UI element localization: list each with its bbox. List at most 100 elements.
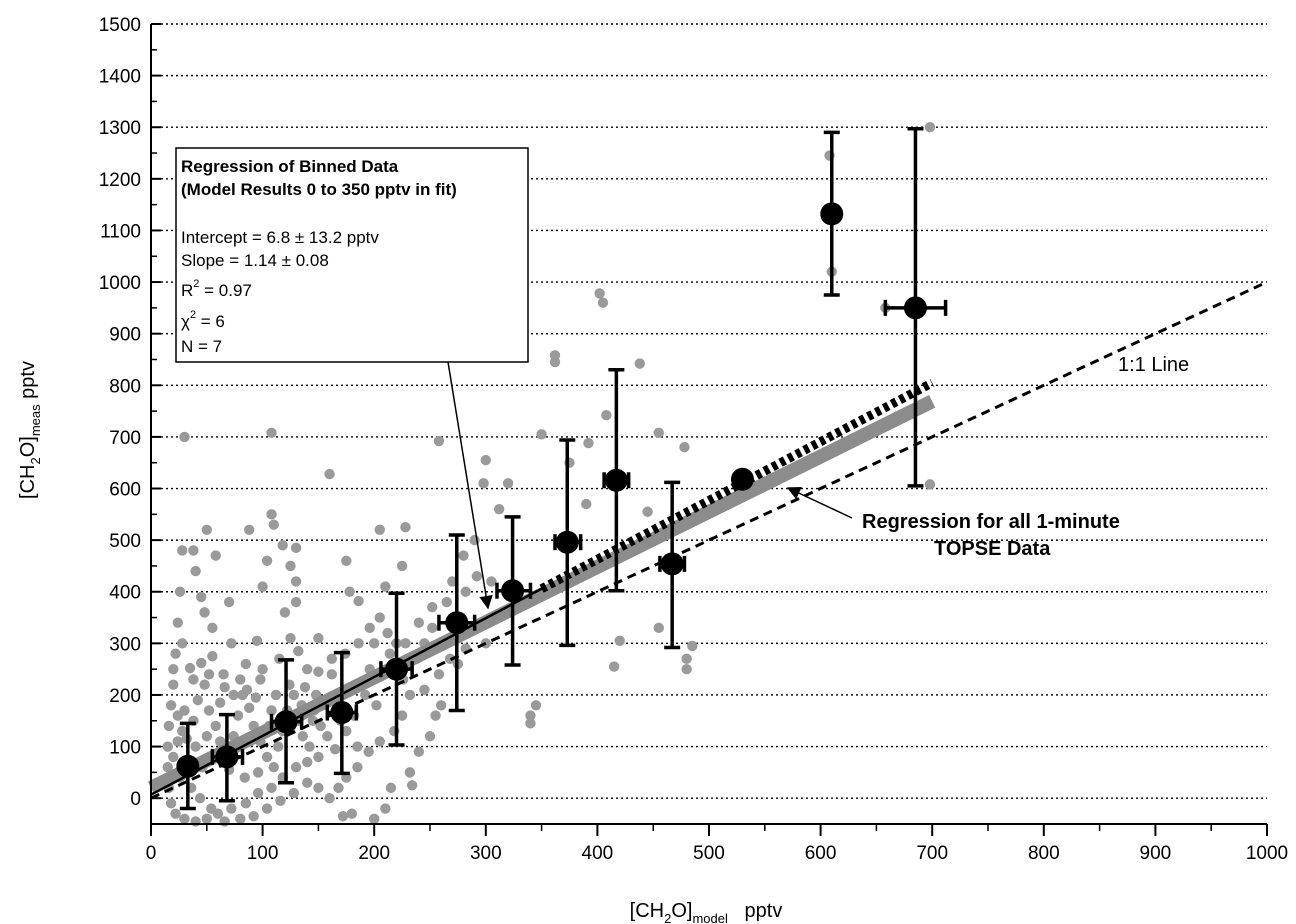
- scatter-point: [162, 741, 173, 752]
- scatter-point: [681, 663, 692, 675]
- binned-regression-line-fit: [150, 587, 543, 796]
- all-data-regression-line: [147, 395, 936, 795]
- scatter-point: [313, 751, 324, 763]
- scatter-point: [371, 700, 382, 711]
- scatter-point: [634, 358, 646, 369]
- scatter-point: [924, 122, 936, 133]
- scatter-point: [241, 684, 253, 696]
- scatter-point: [172, 617, 183, 628]
- scatter-point: [352, 762, 363, 773]
- scatter-point: [194, 792, 206, 804]
- scatter-point: [384, 648, 396, 659]
- one-to-one-line: [150, 280, 1268, 800]
- scatter-point: [447, 576, 458, 587]
- binned-point: [330, 701, 354, 725]
- scatter-point: [288, 787, 300, 799]
- scatter-point: [244, 702, 255, 714]
- y-tick-label: 1300: [99, 118, 141, 139]
- scatter-point: [324, 792, 335, 804]
- annotation-box-title-2: (Model Results 0 to 350 pptv in fit): [181, 180, 457, 199]
- scatter-point: [252, 787, 264, 799]
- annotation-r2-sup: 2: [193, 278, 199, 290]
- scatter-point: [165, 798, 177, 809]
- scatter-point: [188, 674, 199, 685]
- scatter-point: [400, 638, 411, 649]
- scatter-point: [179, 431, 190, 443]
- scatter-point: [210, 720, 221, 732]
- scatter-point: [250, 692, 262, 703]
- scatter-point: [232, 710, 244, 721]
- scatter-point: [270, 689, 282, 701]
- scatter-point: [380, 803, 391, 814]
- x-tick-label: 700: [916, 843, 948, 864]
- scatter-point: [304, 741, 315, 752]
- binned-point: [215, 745, 239, 769]
- y-axis-label-sub: meas: [28, 404, 43, 436]
- scatter-point: [614, 635, 625, 646]
- scatter-point: [313, 782, 324, 794]
- scatter-point: [369, 638, 380, 649]
- annotation-r2: R2 = 0.97: [181, 278, 252, 300]
- y-axis-label-part: pptv: [17, 361, 39, 404]
- scatter-point: [400, 522, 411, 533]
- scatter-point: [594, 288, 605, 299]
- scatter-point: [326, 653, 337, 665]
- scatter-point: [285, 560, 296, 572]
- scatter-point: [380, 581, 391, 592]
- scatter-point: [268, 519, 279, 530]
- binned-point: [445, 611, 469, 635]
- scatter-point: [226, 638, 237, 649]
- y-tick-label: 700: [109, 428, 141, 449]
- scatter-point: [493, 503, 505, 515]
- y-tick-label: 1400: [99, 67, 141, 88]
- scatter-point: [244, 524, 255, 536]
- scatter-point: [608, 661, 620, 672]
- scatter-point: [460, 586, 471, 597]
- scatter-point: [279, 607, 291, 618]
- scatter-point: [302, 663, 313, 675]
- scatter-point: [536, 429, 547, 440]
- all-fit-pointer-arrow: [786, 487, 853, 519]
- scatter-point: [480, 454, 491, 466]
- annotation-box-frame: [175, 147, 529, 363]
- scatter-point: [404, 767, 416, 778]
- scatter-point: [218, 669, 229, 680]
- scatter-point: [653, 427, 664, 438]
- scatter-point: [352, 741, 363, 752]
- scatter-point: [207, 651, 218, 662]
- x-tick-label: 600: [805, 843, 837, 864]
- scatter-point: [322, 731, 333, 742]
- scatter-point: [337, 811, 349, 822]
- scatter-point: [257, 663, 268, 675]
- x-tick-label: 0: [146, 843, 157, 864]
- scatter-point: [184, 662, 196, 674]
- scatter-point: [196, 591, 207, 603]
- binned-point: [555, 530, 579, 554]
- binned-point: [660, 552, 684, 576]
- binned-point: [501, 579, 525, 603]
- y-axis-label-sub: 2: [28, 457, 43, 464]
- scatter-point: [228, 689, 239, 701]
- scatter-point: [679, 442, 690, 453]
- scatter-point: [257, 581, 268, 592]
- scatter-point: [525, 718, 536, 729]
- scatter-point: [360, 689, 371, 701]
- annotation-intercept: Intercept = 6.8 ± 13.2 pptv: [181, 228, 379, 247]
- scatter-point: [427, 622, 438, 634]
- scatter-point: [404, 689, 416, 701]
- scatter-point: [433, 669, 445, 680]
- scatter-point: [240, 798, 252, 809]
- y-tick-label: 600: [109, 480, 141, 501]
- scatter-point: [486, 576, 497, 587]
- scatter-point: [199, 607, 210, 618]
- scatter-point: [478, 478, 489, 489]
- scatter-point: [385, 782, 397, 794]
- scatter-point: [275, 795, 286, 806]
- annotation-slope: Slope = 1.14 ± 0.08: [181, 251, 329, 270]
- scatter-point: [324, 468, 335, 480]
- x-axis-label-sub: model: [692, 911, 728, 924]
- scatter-point: [353, 595, 364, 607]
- scatter-point: [240, 658, 252, 670]
- binned-point: [604, 468, 628, 492]
- scatter-point: [687, 640, 698, 652]
